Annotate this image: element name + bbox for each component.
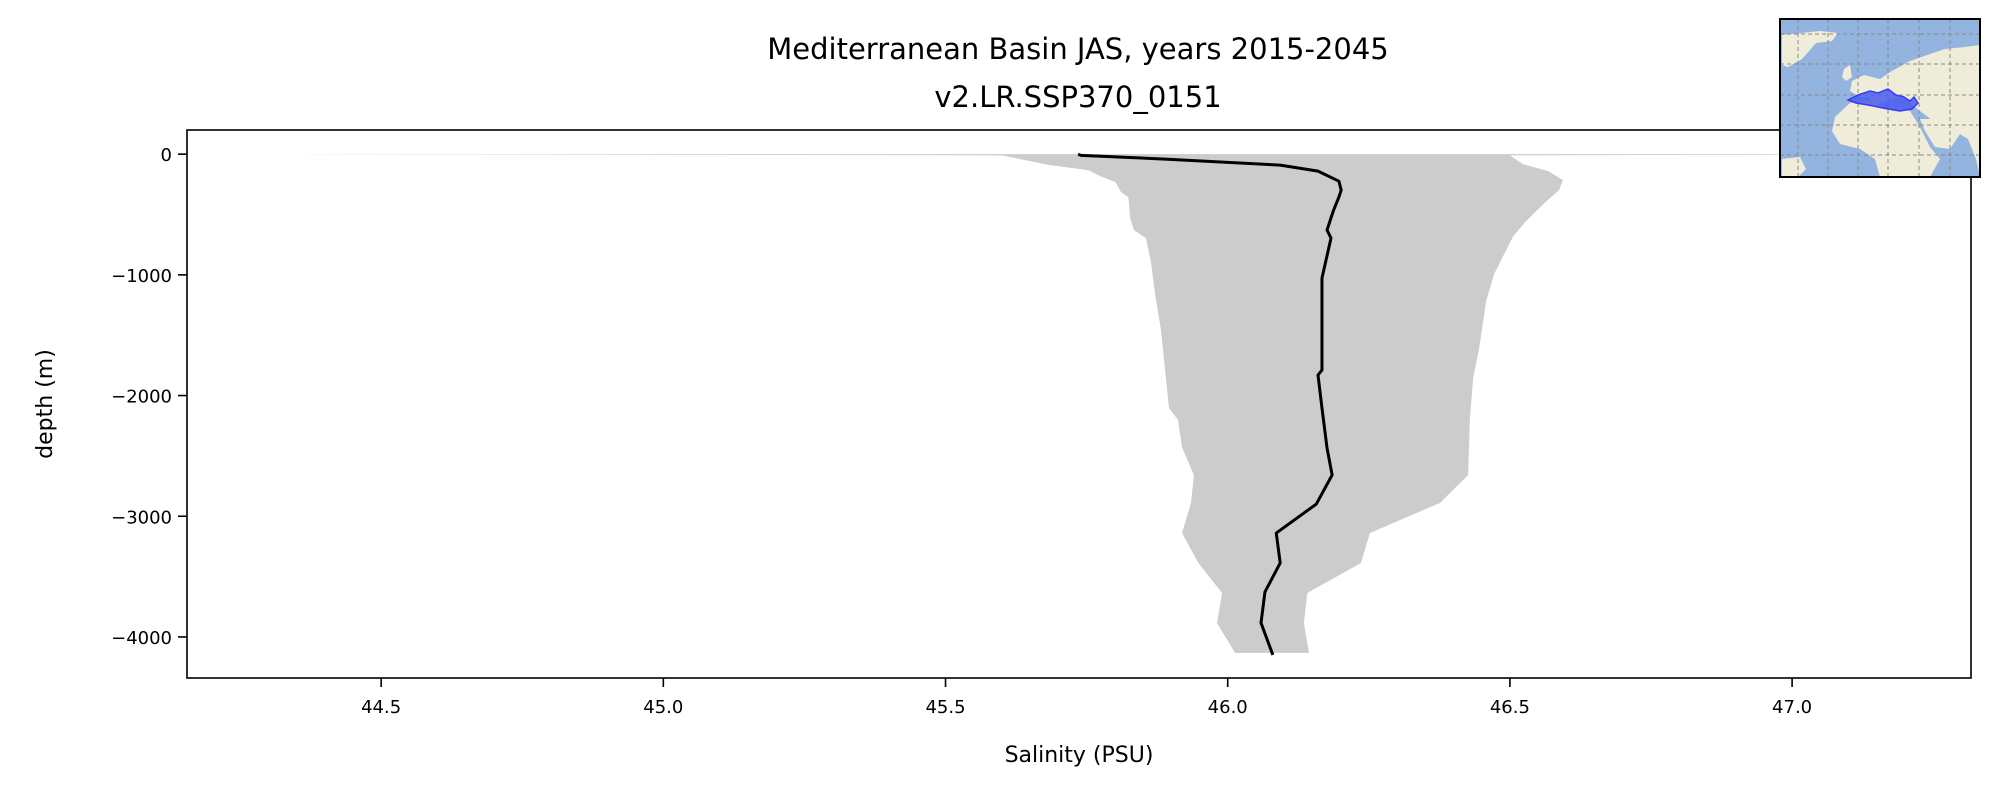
y-axis-label: depth (m) <box>33 349 58 459</box>
y-tick-label: −3000 <box>111 507 172 528</box>
y-tick-label: −4000 <box>111 628 172 649</box>
x-tick-label: 46.0 <box>1208 697 1248 718</box>
map-frame <box>1779 18 1981 178</box>
x-tick-label: 45.0 <box>643 697 683 718</box>
chart-subtitle: v2.LR.SSP370_0151 <box>934 80 1221 114</box>
map-land-south-america <box>1782 157 1806 177</box>
range-band <box>273 154 1971 653</box>
x-tick-label: 46.5 <box>1490 697 1530 718</box>
chart-title: Mediterranean Basin JAS, years 2015-2045 <box>767 32 1389 66</box>
x-tick-label: 44.5 <box>361 697 401 718</box>
map-land-britain <box>1842 65 1852 81</box>
y-axis: 0 −1000 −2000 −3000 −4000 <box>111 145 187 649</box>
y-tick-label: −2000 <box>111 387 172 408</box>
x-axis: 44.5 45.0 45.5 46.0 46.5 47.0 <box>361 678 1812 718</box>
mediterranean-highlight <box>1846 88 1919 112</box>
map-land-eurasia <box>1850 45 1980 177</box>
x-tick-label: 47.0 <box>1772 697 1812 718</box>
mean-salinity-line <box>1077 152 1343 656</box>
map-land-greenland <box>1782 31 1838 67</box>
inset-map <box>1779 18 1981 178</box>
axes-frame <box>186 129 1972 679</box>
y-tick-label: −1000 <box>111 266 172 287</box>
x-tick-label: 45.5 <box>925 697 965 718</box>
x-axis-label: Salinity (PSU) <box>1005 743 1154 768</box>
y-tick-label: 0 <box>161 145 172 166</box>
plot-area <box>273 152 1971 656</box>
map-land-africa <box>1832 101 1940 177</box>
